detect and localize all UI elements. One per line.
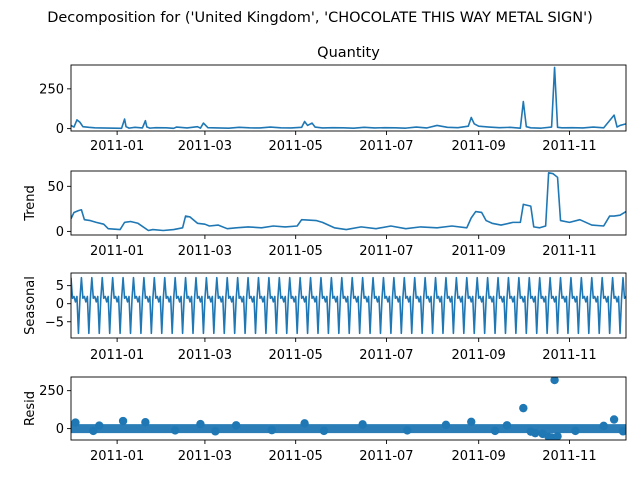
y-tick-label: 50	[47, 180, 64, 195]
y-axis-label: Seasonal	[23, 276, 38, 335]
resid-point	[319, 426, 329, 436]
resid-point	[141, 418, 150, 427]
resid-point	[441, 420, 451, 430]
resid-point	[211, 427, 220, 436]
panel-3: Seasonal −5 0 5 2011-01 2011-03 2011-05 2011-07…	[23, 272, 627, 363]
resid-point	[300, 419, 309, 428]
x-tick-label: 2011-11	[542, 449, 596, 464]
series-line	[71, 172, 626, 232]
resid-point	[599, 421, 608, 431]
plot-area	[71, 172, 626, 232]
resid-point	[231, 421, 241, 430]
x-tick-label: 2011-01	[90, 449, 144, 464]
x-tick-label: 2011-09	[452, 244, 506, 259]
resid-point	[118, 416, 128, 426]
panel-2: Trend 0 50 2011-01 2011-03 2011-05 2011-07 2011…	[23, 170, 627, 259]
x-tick-label: 2011-07	[359, 244, 413, 259]
axes-frame	[70, 376, 627, 441]
x-tick-label: 2011-03	[178, 348, 232, 363]
y-tick-label: 0	[56, 122, 64, 137]
resid-point	[170, 426, 180, 435]
x-tick-label: 2011-03	[178, 449, 232, 464]
axes-frame	[70, 64, 627, 132]
resid-point	[403, 426, 412, 435]
y-axis-label: Trend	[23, 185, 38, 222]
panel-4: Resid 0 250 2011-01 2011-03 2011-05 2011-07 201…	[23, 376, 627, 464]
plot-area	[71, 66, 626, 130]
y-tick-label: 5	[56, 279, 64, 294]
x-tick-label: 2011-01	[90, 139, 144, 154]
x-tick-label: 2011-11	[542, 348, 596, 363]
x-tick-label: 2011-09	[452, 449, 506, 464]
panel-1: Quantity 0 250 2011-01 2011-03 2011-05 2011-07…	[39, 45, 627, 154]
x-tick-label: 2011-05	[269, 449, 323, 464]
y-tick-label: 250	[39, 384, 64, 399]
x-tick-label: 2011-11	[542, 139, 596, 154]
x-tick-label: 2011-05	[269, 244, 323, 259]
y-tick-label: −5	[45, 315, 64, 330]
axes-frame	[70, 170, 627, 236]
x-tick-label: 2011-07	[359, 139, 413, 154]
x-tick-label: 2011-05	[269, 348, 323, 363]
series-line	[71, 276, 626, 335]
resid-point	[553, 432, 562, 440]
y-axis-label: Resid	[23, 391, 38, 426]
x-tick-label: 2011-07	[359, 449, 413, 464]
resid-point	[618, 427, 626, 436]
x-tick-label: 2011-09	[452, 348, 506, 363]
resid-point	[467, 417, 476, 426]
resid-point	[358, 420, 367, 429]
resid-point	[531, 428, 540, 438]
y-tick-label: 0	[56, 297, 64, 312]
resid-point	[571, 426, 580, 436]
plot-area	[71, 276, 626, 335]
figure-suptitle: Decomposition for ('United Kingdom', 'CH…	[47, 10, 593, 26]
resid-point	[196, 419, 205, 429]
resid-point	[71, 418, 80, 427]
plot-area	[71, 377, 626, 440]
y-tick-label: 0	[56, 422, 64, 437]
x-tick-label: 2011-05	[269, 139, 323, 154]
panel-title: Quantity	[317, 45, 380, 61]
resid-point	[550, 377, 559, 385]
axes-frame	[70, 272, 627, 339]
x-tick-label: 2011-09	[452, 139, 506, 154]
x-tick-label: 2011-01	[90, 348, 144, 363]
x-tick-label: 2011-01	[90, 244, 144, 259]
x-tick-label: 2011-07	[359, 348, 413, 363]
x-tick-label: 2011-03	[178, 244, 232, 259]
y-tick-label: 250	[39, 82, 64, 97]
resid-point	[502, 421, 512, 430]
resid-point	[89, 426, 98, 436]
x-tick-label: 2011-11	[542, 244, 596, 259]
x-tick-label: 2011-03	[178, 139, 232, 154]
resid-point	[95, 421, 104, 430]
resid-point	[267, 425, 277, 435]
y-tick-label: 0	[56, 225, 64, 240]
resid-point	[490, 426, 500, 436]
series-line	[71, 66, 626, 130]
resid-point	[519, 403, 528, 413]
resid-point	[609, 415, 619, 424]
